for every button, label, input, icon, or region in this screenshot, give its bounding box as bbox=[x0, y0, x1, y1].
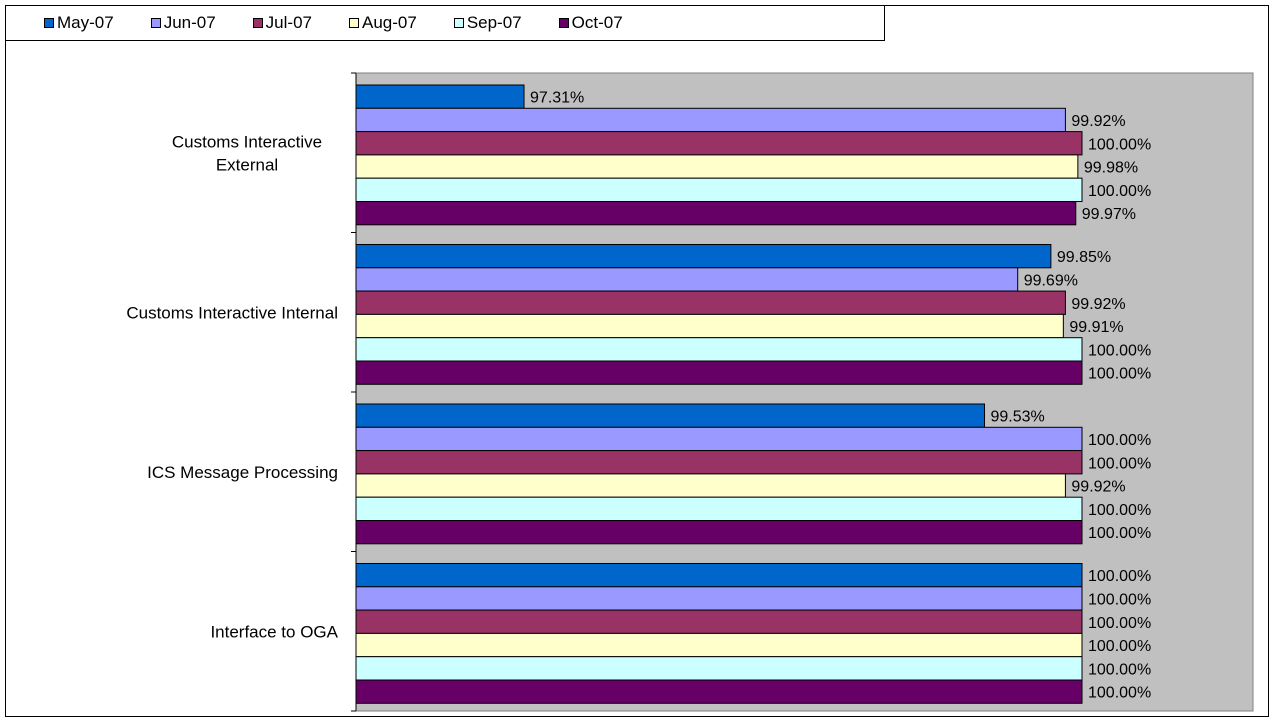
legend-label: May-07 bbox=[57, 13, 114, 32]
bar bbox=[355, 107, 1066, 133]
bar bbox=[355, 632, 1083, 658]
chart-legend: May-07 Jun-07 Jul-07 Aug-07 Sep-07 Oct-07 bbox=[5, 5, 885, 41]
data-label: 99.85% bbox=[1057, 249, 1111, 266]
legend-swatch bbox=[348, 18, 359, 28]
data-label: 100.00% bbox=[1088, 615, 1151, 632]
data-label: 100.00% bbox=[1088, 661, 1151, 678]
bar bbox=[355, 609, 1083, 634]
bar bbox=[355, 473, 1066, 498]
bar bbox=[355, 679, 1083, 704]
bar bbox=[355, 154, 1079, 179]
data-label: 99.92% bbox=[1071, 113, 1125, 130]
data-label: 100.00% bbox=[1088, 366, 1151, 383]
legend-item: Jul-07 bbox=[252, 13, 312, 33]
data-label: 97.31% bbox=[530, 90, 584, 107]
bar bbox=[355, 337, 1083, 362]
data-label: 99.98% bbox=[1084, 160, 1138, 177]
data-label: 99.53% bbox=[991, 409, 1045, 426]
data-label: 99.97% bbox=[1082, 206, 1136, 223]
bar bbox=[355, 656, 1083, 681]
legend-swatch bbox=[150, 18, 161, 28]
data-label: 100.00% bbox=[1088, 136, 1151, 153]
category-label: Customs Interactive External bbox=[172, 132, 322, 174]
legend-label: Jul-07 bbox=[265, 13, 312, 32]
data-label: 99.69% bbox=[1024, 272, 1078, 289]
legend-swatch bbox=[252, 18, 263, 28]
bar bbox=[355, 84, 525, 109]
data-label: 99.92% bbox=[1071, 479, 1125, 496]
legend-item: Aug-07 bbox=[348, 13, 417, 33]
bar bbox=[355, 177, 1083, 202]
bar bbox=[355, 520, 1083, 545]
data-label: 100.00% bbox=[1088, 591, 1151, 608]
bar bbox=[355, 563, 1083, 588]
data-label: 99.92% bbox=[1071, 296, 1125, 313]
bar bbox=[355, 496, 1083, 522]
bar bbox=[355, 403, 986, 428]
bar bbox=[355, 586, 1083, 611]
legend-label: Aug-07 bbox=[361, 13, 417, 32]
bar bbox=[355, 267, 1019, 292]
legend-label: Oct-07 bbox=[571, 13, 623, 32]
legend-label: Sep-07 bbox=[466, 13, 522, 32]
bar bbox=[355, 131, 1083, 156]
legend-item: Jun-07 bbox=[150, 13, 216, 33]
category-label: ICS Message Processing bbox=[147, 463, 338, 482]
legend-item: May-07 bbox=[44, 13, 114, 33]
bar bbox=[355, 450, 1083, 475]
legend-swatch bbox=[453, 18, 464, 28]
bar bbox=[355, 313, 1064, 339]
legend-item: Oct-07 bbox=[558, 13, 623, 33]
data-label: 100.00% bbox=[1088, 183, 1151, 200]
bar bbox=[355, 290, 1066, 315]
category-label: Customs Interactive Internal bbox=[126, 303, 338, 322]
data-label: 100.00% bbox=[1088, 638, 1151, 655]
category-label: Interface to OGA bbox=[210, 622, 338, 641]
data-label: 100.00% bbox=[1088, 568, 1151, 585]
data-label: 100.00% bbox=[1088, 432, 1151, 449]
data-label: 100.00% bbox=[1088, 455, 1151, 472]
data-label: 100.00% bbox=[1088, 502, 1151, 519]
data-label: 99.91% bbox=[1069, 319, 1123, 336]
bar bbox=[355, 201, 1077, 226]
legend-swatch bbox=[558, 18, 569, 28]
bar bbox=[355, 360, 1083, 385]
bar bbox=[355, 244, 1052, 269]
legend-item: Sep-07 bbox=[453, 13, 522, 33]
bar bbox=[355, 426, 1083, 452]
data-label: 100.00% bbox=[1088, 525, 1151, 542]
data-label: 100.00% bbox=[1088, 342, 1151, 359]
legend-label: Jun-07 bbox=[163, 13, 216, 32]
legend-swatch bbox=[44, 18, 54, 28]
data-label: 100.00% bbox=[1088, 685, 1151, 702]
